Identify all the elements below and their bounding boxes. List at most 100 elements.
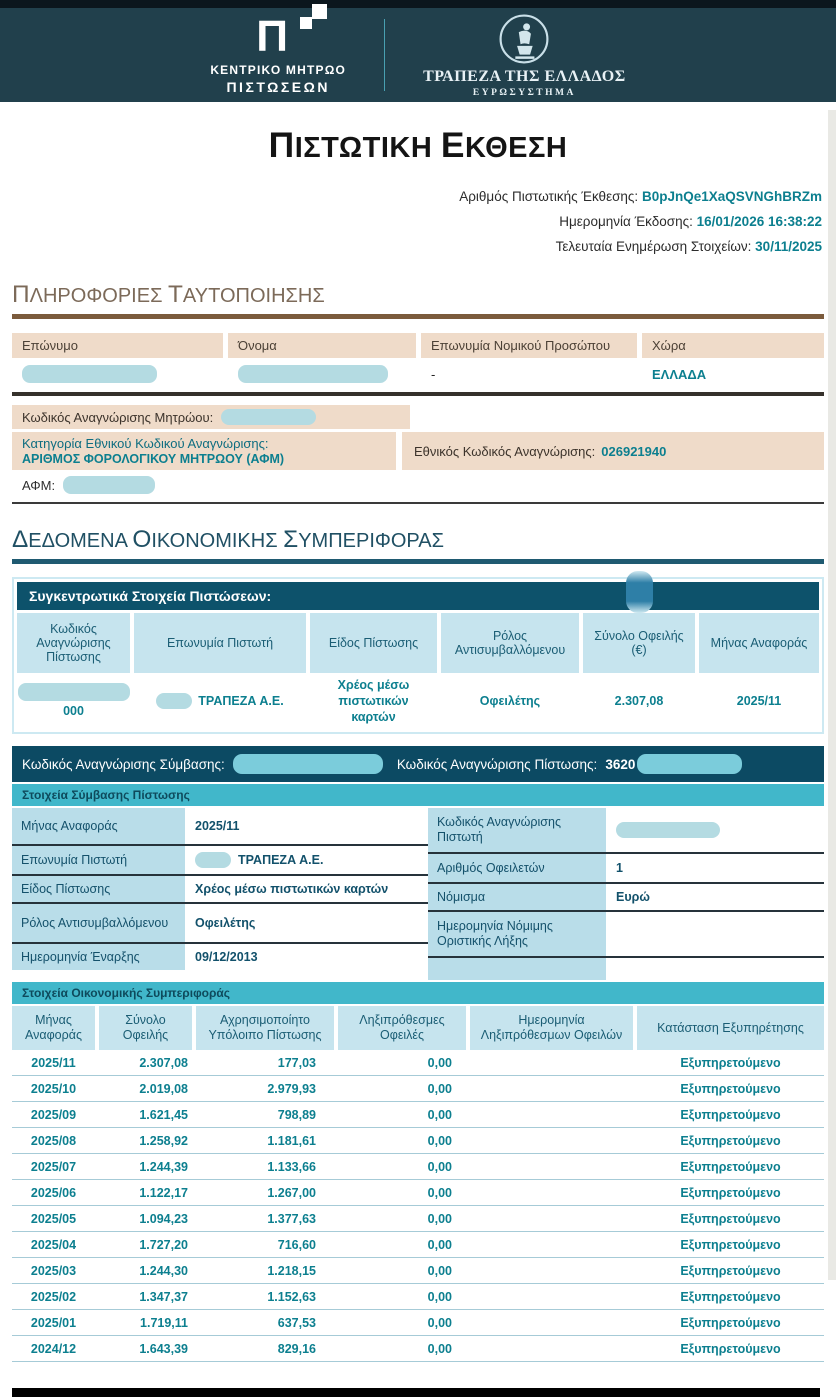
behavior-cell: 1.643,39 [139,1341,188,1356]
behavior-cell: 0,00 [427,1211,452,1226]
logo-divider [384,19,386,91]
identification-table-header: Επώνυμο Όνομα Επωνυμία Νομικού Προσώπου … [12,333,824,358]
behavior-cell: 2025/05 [30,1211,77,1226]
redaction [626,571,653,613]
contract-code-label: Κωδικός Αναγνώρισης Σύμβασης: [22,756,225,772]
behavior-cell: 0,00 [427,1315,452,1330]
col-overdue: Ληξιπρόθεσμες Οφειλές [338,1006,466,1050]
behavior-row: 2025/03 1.244,30 1.218,15 0,00 Εξυπηρετούμεν… [12,1258,824,1284]
contract-row-value: 1 [616,861,623,875]
behavior-cell: 1.347,37 [139,1289,188,1304]
col-credit-code: Κωδικός Αναγνώρισης Πίστωσης [17,613,130,673]
contract-subheader: Στοιχεία Σύμβασης Πίστωσης [12,784,824,806]
contract-right-column: Κωδικός Αναγνώρισης Πιστωτή Αριθμός Οφειλ… [428,808,824,980]
identification-heading: ΠΛΗΡΟΦΟΡΙΕΣ ΤΑΥΤΟΠΟΙΗΣΗΣ [12,281,824,319]
behavior-cell: 2025/06 [30,1185,77,1200]
contract-row-value: Οφειλέτης [195,916,256,930]
contract-row: Ημερομηνία Έναρξης 09/12/2013 [12,944,428,970]
contract-row-label [428,958,606,980]
col-credit-type: Είδος Πίστωσης [310,613,437,673]
behavior-cell [470,1076,633,1101]
redaction [195,852,231,868]
last-update-line: Τελευταία Ενημέρωση Στοιχείων: 30/11/202… [0,234,822,259]
behavior-cell: 1.218,15 [267,1263,316,1278]
behavior-row: 2024/12 1.643,39 829,16 0,00 Εξυπηρετούμενο [12,1336,824,1362]
summary-header-row: Κωδικός Αναγνώρισης Πίστωσης Επωνυμία Πι… [17,613,819,673]
contract-left-column: Μήνας Αναφοράς 2025/11 Επωνυμία Πιστωτή ΤΡΑ… [12,808,428,980]
contract-details-block: Κωδικός Αναγνώρισης Σύμβασης: Κωδικός Αν… [12,746,824,1362]
col-country: Χώρα [642,333,824,358]
behavior-cell: Εξυπηρετούμενο [680,1081,781,1096]
behavior-cell: 1.267,00 [267,1185,316,1200]
behavior-cell: 0,00 [427,1341,452,1356]
credit-code-label: Κωδικός Αναγνώρισης Πίστωσης: [396,756,598,772]
behavior-cell: Εξυπηρετούμενο [680,1341,781,1356]
behavior-cell: Εξυπηρετούμενο [680,1185,781,1200]
report-meta: Αριθμός Πιστωτικής Έκθεσης: B0pJnQe1XaQS… [0,184,822,259]
identification-table: Επώνυμο Όνομα Επωνυμία Νομικού Προσώπου … [12,333,824,392]
behavior-cell [470,1284,633,1309]
square-small [312,4,328,19]
identification-table-values: - ΕΛΛΑΔΑ [12,358,824,392]
behavior-cell: 1.621,45 [139,1107,188,1122]
contract-row-value: 2025/11 [195,819,240,833]
redaction [63,476,156,494]
credit-code-value: 000 [63,704,84,718]
legal-entity-value: - [431,366,436,382]
col-total: Σύνολο Οφειλής [99,1006,192,1050]
behavior-row: 2025/02 1.347,37 1.152,63 0,00 Εξυπηρετούμεν… [12,1284,824,1310]
behavior-cell: 2025/01 [30,1315,77,1330]
contract-row: Αριθμός Οφειλετών 1 [428,854,824,884]
contract-grid: Μήνας Αναφοράς 2025/11 Επωνυμία Πιστωτή ΤΡΑ… [12,808,824,980]
redaction [616,822,720,838]
registry-code-row: Κωδικός Αναγνώρισης Μητρώου: [12,405,410,429]
behavior-cell [470,1102,633,1127]
behavior-cell [470,1180,633,1205]
behavior-cell [470,1336,633,1361]
behavior-cell: Εξυπηρετούμενο [680,1107,781,1122]
behavior-row: 2025/08 1.258,92 1.181,61 0,00 Εξυπηρετούμεν… [12,1128,824,1154]
behavior-row: 2025/05 1.094,23 1.377,63 0,00 Εξυπηρετούμεν… [12,1206,824,1232]
last-update-label: Τελευταία Ενημέρωση Στοιχείων: [555,239,752,254]
bank-logo-line1: ΤΡΑΠΕΖΑ ΤΗΣ ΕΛΛΑΔΟΣ [423,67,626,85]
behavior-cell: Εξυπηρετούμενο [680,1315,781,1330]
creditor-value: ΤΡΑΠΕΖΑ Α.Ε. [198,694,284,708]
contract-row-value: Χρέος μέσω πιστωτικών καρτών [195,882,389,896]
behavior-cell: 1.244,39 [139,1159,188,1174]
behavior-cell: 1.244,30 [139,1263,188,1278]
divider-rule [12,392,824,396]
behavior-cell: 1.152,63 [267,1289,316,1304]
redaction [17,683,130,701]
behavior-cell: 2025/03 [30,1263,77,1278]
behavior-cell: 2.307,08 [139,1055,188,1070]
behavior-cell [470,1258,633,1283]
issue-date-line: Ημερομηνία Έκδοσης: 16/01/2026 16:38:22 [0,209,822,234]
contract-row-label: Είδος Πίστωσης [12,876,185,902]
contract-row-value: 09/12/2013 [195,950,258,964]
contract-row: Ρόλος Αντισυμβαλλόμενου Οφειλέτης [12,904,428,944]
behavior-cell: 2025/04 [30,1237,77,1252]
report-number-line: Αριθμός Πιστωτικής Έκθεσης: B0pJnQe1XaQS… [0,184,822,209]
bank-of-greece-logo: ΤΡΑΠΕΖΑ ΤΗΣ ΕΛΛΑΔΟΣ ΕΥΡΩΣΥΣΤΗΜΑ [423,13,626,98]
credit-type-cell: Χρέος μέσω πιστωτικών καρτών [310,673,437,729]
col-role: Ρόλος Αντισυμβαλλόμενου [441,613,579,673]
col-surname: Επώνυμο [12,333,223,358]
behavior-cell: 2025/07 [30,1159,77,1174]
behavior-cell: 2.019,08 [139,1081,188,1096]
behavior-cell: 1.094,23 [139,1211,188,1226]
behavior-cell [470,1310,633,1335]
last-update-value: 30/11/2025 [755,239,822,254]
contract-row-label: Μήνας Αναφοράς [12,808,185,844]
contract-header-bar: Κωδικός Αναγνώρισης Σύμβασης: Κωδικός Αν… [12,746,824,782]
contract-row [428,958,824,980]
behavior-row: 2025/10 2.019,08 2.979,93 0,00 Εξυπηρετούμεν… [12,1076,824,1102]
behavior-subheader: Στοιχεία Οικονομικής Συμπεριφοράς [12,982,824,1004]
afm-label: ΑΦΜ: [22,477,56,493]
national-code-label: Εθνικός Κωδικός Αναγνώρισης: [414,443,596,459]
issue-date-label: Ημερομηνία Έκδοσης: [559,214,693,229]
behavior-cell: 2025/08 [30,1133,77,1148]
behavior-cell [470,1206,633,1231]
square-large [300,17,313,29]
behavior-cell: Εξυπηρετούμενο [680,1159,781,1174]
behavior-rows: 2025/11 2.307,08 177,03 0,00 Εξυπηρετούμενο 2… [12,1050,824,1362]
